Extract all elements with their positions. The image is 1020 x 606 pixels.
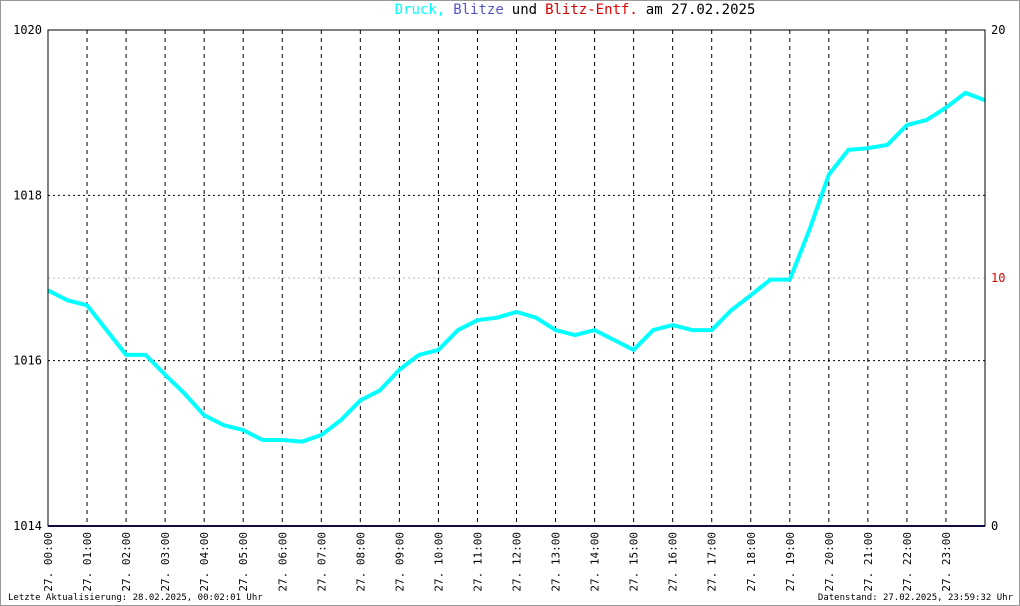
x-tick-label: 27. 13:00	[550, 532, 563, 592]
title-part: Blitz-Entf.	[545, 2, 638, 18]
x-tick-label: 27. 15:00	[628, 532, 641, 592]
footer-left: Letzte Aktualisierung: 28.02.2025, 00:02…	[8, 593, 263, 603]
x-tick-label: 27. 04:00	[198, 532, 211, 592]
x-tick-label: 27. 06:00	[276, 532, 289, 592]
title-part: Blitze	[453, 2, 504, 18]
x-tick-label: 27. 00:00	[42, 532, 55, 592]
x-tick-label: 27. 02:00	[120, 532, 133, 592]
x-tick-label: 27. 23:00	[940, 532, 953, 592]
y-tick-label: 1018	[13, 188, 42, 202]
y-tick-label: 1020	[13, 23, 42, 37]
x-tick-label: 27. 03:00	[159, 532, 172, 592]
x-tick-label: 27. 20:00	[823, 532, 836, 592]
x-tick-label: 27. 22:00	[901, 532, 914, 592]
x-tick-label: 27. 11:00	[471, 532, 484, 592]
x-tick-label: 27. 14:00	[589, 532, 602, 592]
x-tick-label: 27. 18:00	[745, 532, 758, 592]
chart-title: Druck, Blitze und Blitz-Entf. am 27.02.2025	[395, 2, 756, 18]
title-part: Druck,	[395, 2, 446, 18]
title-part: am 27.02.2025	[646, 2, 756, 18]
x-tick-label: 27. 07:00	[315, 532, 328, 592]
x-tick-label: 27. 17:00	[706, 532, 719, 592]
y2-tick-label: 10	[991, 271, 1005, 285]
x-tick-label: 27. 19:00	[784, 532, 797, 592]
x-tick-label: 27. 10:00	[432, 532, 445, 592]
title-part: und	[512, 2, 537, 18]
y2-tick-label: 20	[991, 23, 1005, 37]
x-tick-label: 27. 01:00	[81, 532, 94, 592]
x-tick-label: 27. 05:00	[237, 532, 250, 592]
y-tick-label: 1014	[13, 519, 42, 533]
footer-right: Datenstand: 27.02.2025, 23:59:32 Uhr	[818, 593, 1014, 603]
x-tick-label: 27. 09:00	[393, 532, 406, 592]
x-tick-label: 27. 08:00	[354, 532, 367, 592]
y-tick-label: 1016	[13, 354, 42, 368]
x-tick-label: 27. 21:00	[862, 532, 875, 592]
y2-tick-label: 0	[991, 519, 998, 533]
x-tick-label: 27. 12:00	[511, 532, 524, 592]
data-line	[47, 90, 986, 444]
plot-border	[47, 29, 986, 527]
x-tick-label: 27. 16:00	[667, 532, 680, 592]
